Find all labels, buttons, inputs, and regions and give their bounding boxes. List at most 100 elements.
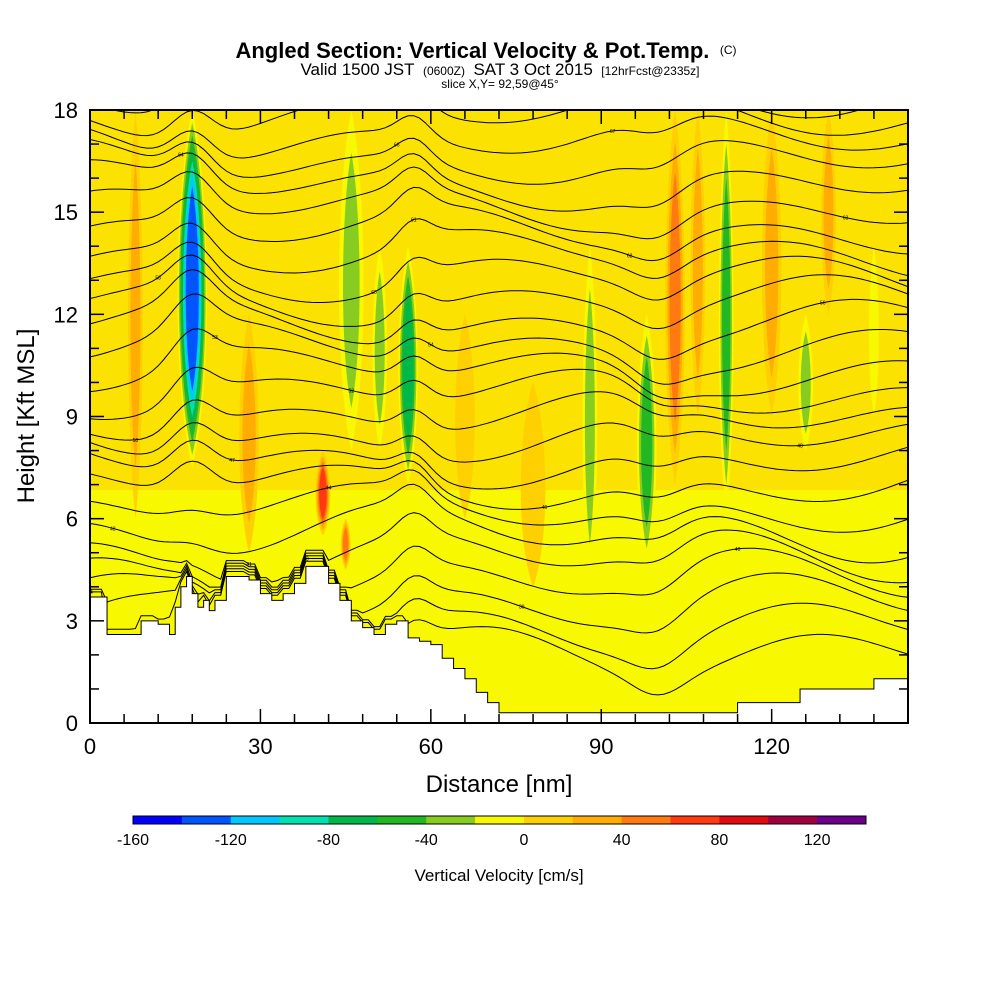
y-tick-label: 0 <box>66 711 78 736</box>
chart-subtitle: Valid 1500 JST (0600Z) SAT 3 Oct 2015 [1… <box>300 60 699 79</box>
x-tick-label: 120 <box>753 734 790 759</box>
y-axis-title: Height [Kft MSL] <box>13 329 40 504</box>
velocity-contour-fill <box>520 382 546 587</box>
x-tick-label: 90 <box>589 734 613 759</box>
colorbar-swatch <box>572 816 623 824</box>
colorbar-title: Vertical Velocity [cm/s] <box>414 866 583 885</box>
velocity-band <box>520 382 546 587</box>
theta-contour-label: 39 <box>519 605 525 611</box>
colorbar-swatch <box>279 816 329 824</box>
theta-contour-line <box>90 328 908 400</box>
colorbar-swatch <box>817 816 867 824</box>
colorbar-swatch <box>621 816 672 824</box>
y-tick-label: 18 <box>54 98 78 123</box>
theta-contour-label: 56 <box>820 301 826 307</box>
velocity-band <box>636 314 657 570</box>
theta-contour-label: 61 <box>411 217 417 223</box>
theta-contour-line <box>90 560 908 696</box>
theta-contour-line <box>90 422 908 463</box>
velocity-contour-fill <box>242 344 256 523</box>
x-tick-label: 0 <box>84 734 96 759</box>
theta-contour-label: 64 <box>178 153 184 159</box>
theta-contour-line <box>90 558 908 670</box>
theta-contour-label: 67 <box>610 129 616 135</box>
colorbar-swatch <box>328 816 378 824</box>
y-tick-label: 15 <box>54 200 78 225</box>
velocity-band <box>582 246 598 587</box>
theta-contour-label: 58 <box>155 276 161 282</box>
theta-contour-line <box>90 166 908 240</box>
velocity-band <box>690 110 706 417</box>
colorbar-swatch <box>426 816 476 824</box>
theta-contour-label: 44 <box>326 486 332 492</box>
chart-title: Angled Section: Vertical Velocity & Pot.… <box>235 38 736 63</box>
colorbar-frame <box>132 815 867 825</box>
velocity-contour-fill <box>185 186 199 391</box>
theta-contour-label: 34 <box>87 590 93 596</box>
theta-contour-label: 46 <box>542 505 548 511</box>
theta-contours: 34 38 39 40 41 42 44 46 47 48 50 52 53 54 56 58 60 61 62 63… <box>87 106 908 696</box>
x-axis-ticks: 0 30 60 90 120 <box>84 110 909 759</box>
velocity-band <box>372 246 388 451</box>
colorbar-tick-label: 0 <box>519 832 528 849</box>
theta-contour-label: 40 <box>735 547 741 553</box>
colorbar-swatch <box>719 816 769 824</box>
theta-contour-label: 63 <box>843 216 849 222</box>
y-tick-label: 9 <box>66 405 78 430</box>
theta-contour-line <box>90 512 908 584</box>
theta-contour-label: 68 <box>650 106 656 112</box>
velocity-band <box>455 314 475 519</box>
theta-contour-label: 52 <box>349 388 355 394</box>
colorbar-swatch <box>475 816 525 824</box>
velocity-contour-fill <box>374 271 385 426</box>
colorbar-tick-label: 120 <box>804 832 831 849</box>
theta-contour-line <box>90 545 908 598</box>
colorbar-tick-label: 80 <box>711 832 729 849</box>
theta-contour-line <box>90 391 908 441</box>
theta-contour-line <box>90 460 908 510</box>
velocity-contour-fill <box>669 172 681 423</box>
theta-contour-line <box>90 555 908 634</box>
velocity-band <box>718 110 734 519</box>
colorbar-swatch <box>768 816 818 824</box>
theta-contour-line <box>90 137 908 185</box>
velocity-contour-fill <box>722 178 731 451</box>
velocity-contour-fill <box>130 161 141 468</box>
colorbar-tick-label: -80 <box>317 832 340 849</box>
velocity-contour-fill <box>868 246 879 417</box>
colorbar-swatch <box>230 816 281 824</box>
y-tick-label: 6 <box>66 507 78 532</box>
theta-contour-label: 60 <box>371 290 377 296</box>
theta-contour-line <box>90 439 908 490</box>
velocity-contour-fill <box>584 288 595 545</box>
theta-contour-label: 47 <box>229 458 235 464</box>
colorbar-swatch <box>377 816 427 824</box>
theta-contour-label: 62 <box>627 253 633 259</box>
velocity-band <box>340 518 351 570</box>
slice-label: slice X,Y= 92,59@45° <box>441 77 559 91</box>
theta-contour-label: 50 <box>133 438 139 444</box>
theta-contour-line <box>90 115 908 159</box>
velocity-field <box>90 110 908 587</box>
terrain-mask <box>90 565 908 723</box>
velocity-contour-fill <box>692 148 703 379</box>
colorbar-tick-label: -40 <box>415 832 438 849</box>
theta-contour-line <box>90 483 908 564</box>
y-axis-ticks: 0 3 6 9 12 15 18 <box>54 98 908 736</box>
background-updraft-layer <box>90 110 908 491</box>
colorbar-swatch <box>670 816 720 824</box>
theta-contour-label: 42 <box>110 526 116 532</box>
velocity-contour-fill <box>455 314 475 519</box>
y-tick-label: 3 <box>66 609 78 634</box>
x-axis-title: Distance [nm] <box>426 771 573 798</box>
theta-contour-label: 38 <box>303 557 309 563</box>
x-tick-label: 60 <box>419 734 443 759</box>
theta-contour-label: 41 <box>246 562 252 568</box>
theta-contour-line <box>90 269 908 360</box>
velocity-band <box>868 246 879 417</box>
theta-contour-line <box>90 152 908 212</box>
colorbar-swatch <box>181 816 232 824</box>
colorbar: -160 -120 -80 -40 0 40 80 120 <box>117 815 867 849</box>
theta-contour-line <box>90 254 908 330</box>
